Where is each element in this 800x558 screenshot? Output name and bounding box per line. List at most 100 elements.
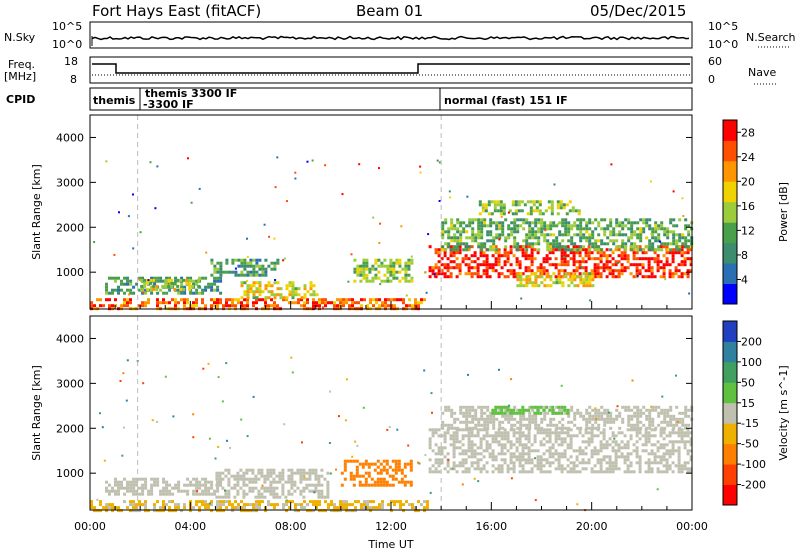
data-pixel	[537, 423, 541, 427]
data-pixel	[308, 468, 312, 472]
data-pixel	[183, 304, 186, 308]
data-pixel	[504, 239, 508, 243]
data-pixel	[563, 263, 567, 267]
data-pixel	[567, 284, 571, 288]
data-pixel	[312, 301, 315, 305]
noise-pixel	[263, 223, 266, 226]
noise-pixel	[338, 415, 340, 418]
data-pixel	[516, 248, 520, 252]
data-pixel	[629, 263, 633, 267]
data-pixel	[521, 254, 525, 258]
data-pixel	[204, 500, 207, 504]
data-pixel	[417, 500, 420, 504]
freq-trace	[92, 63, 690, 74]
data-pixel	[654, 224, 658, 228]
data-pixel	[591, 242, 595, 246]
data-pixel	[479, 446, 483, 450]
data-pixel	[588, 242, 592, 246]
data-pixel	[629, 464, 633, 468]
data-pixel	[213, 267, 217, 271]
data-pixel	[468, 414, 472, 418]
data-pixel	[440, 458, 444, 462]
data-pixel	[243, 258, 247, 262]
noise-pixel	[225, 362, 228, 365]
noise-pixel	[96, 498, 99, 501]
data-pixel	[393, 500, 396, 504]
data-pixel	[680, 431, 684, 435]
data-pixel	[615, 239, 619, 243]
data-pixel	[636, 426, 640, 430]
data-pixel	[443, 434, 447, 438]
data-pixel	[225, 301, 228, 305]
data-pixel	[627, 218, 631, 222]
data-pixel	[524, 434, 528, 438]
data-pixel	[150, 492, 154, 496]
data-pixel	[447, 426, 451, 430]
data-pixel	[378, 506, 381, 510]
data-pixel	[345, 509, 348, 513]
data-pixel	[689, 257, 693, 261]
noise-pixel	[676, 420, 679, 423]
data-pixel	[558, 408, 562, 412]
data-pixel	[596, 449, 600, 453]
data-pixel	[579, 233, 583, 237]
data-pixel	[500, 443, 504, 447]
data-pixel	[638, 455, 642, 459]
data-pixel	[231, 509, 234, 513]
data-pixel	[303, 304, 306, 308]
data-pixel	[500, 434, 504, 438]
data-pixel	[352, 474, 356, 478]
noise-pixel	[246, 237, 248, 240]
data-pixel	[488, 266, 492, 270]
data-pixel	[126, 279, 129, 283]
data-pixel	[596, 458, 600, 462]
data-pixel	[665, 464, 669, 468]
data-pixel	[177, 506, 180, 510]
data-pixel	[632, 251, 636, 255]
data-pixel	[252, 281, 256, 285]
data-pixel	[452, 455, 456, 459]
data-pixel	[593, 257, 597, 261]
data-pixel	[476, 431, 480, 435]
data-pixel	[668, 431, 672, 435]
data-pixel	[478, 203, 482, 207]
data-pixel	[138, 304, 141, 308]
data-pixel	[314, 471, 318, 475]
data-pixel	[644, 434, 648, 438]
data-pixel	[381, 301, 384, 305]
data-pixel	[545, 269, 549, 273]
data-pixel	[683, 260, 687, 264]
data-pixel	[609, 411, 613, 415]
data-pixel	[657, 423, 661, 427]
data-pixel	[542, 257, 546, 261]
data-pixel	[291, 296, 295, 300]
data-pixel	[568, 209, 572, 213]
data-pixel	[671, 452, 675, 456]
data-pixel	[248, 477, 252, 481]
data-pixel	[437, 260, 441, 264]
data-pixel	[678, 239, 682, 243]
data-pixel	[545, 434, 549, 438]
data-pixel	[369, 298, 372, 302]
data-pixel	[120, 304, 123, 308]
data-pixel	[111, 276, 114, 280]
data-pixel	[617, 449, 621, 453]
data-region	[105, 477, 223, 496]
data-pixel	[159, 489, 163, 493]
data-pixel	[464, 470, 468, 474]
data-pixel	[288, 281, 292, 285]
data-pixel	[453, 233, 457, 237]
data-pixel	[452, 431, 456, 435]
data-pixel	[345, 500, 348, 504]
data-pixel	[364, 471, 368, 475]
data-pixel	[591, 408, 595, 412]
data-pixel	[459, 224, 463, 228]
data-pixel	[626, 443, 630, 447]
data-pixel	[258, 290, 262, 294]
data-pixel	[521, 464, 525, 468]
data-pixel	[471, 236, 475, 240]
data-pixel	[570, 248, 574, 252]
data-pixel	[548, 434, 552, 438]
data-pixel	[485, 461, 489, 465]
data-pixel	[653, 455, 657, 459]
